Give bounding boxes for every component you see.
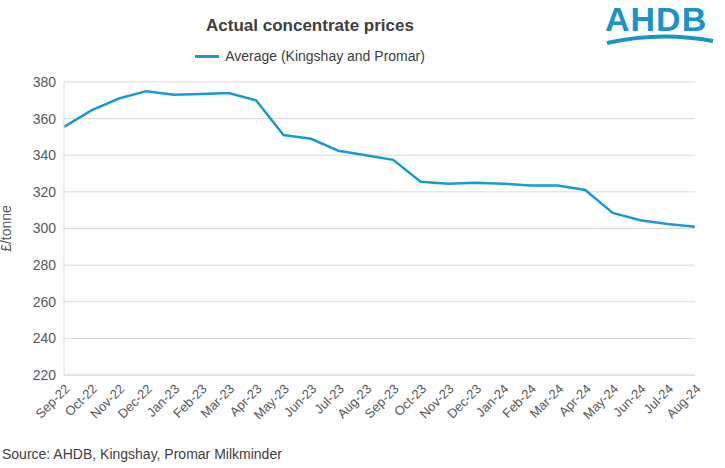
svg-text:Apr-23: Apr-23	[226, 381, 265, 420]
html-text:AHDB: AHDB	[605, 0, 708, 38]
svg-text:Oct-22: Oct-22	[61, 381, 101, 420]
html-text:Average (Kingshay and Promar): Average (Kingshay and Promar)	[225, 48, 425, 64]
svg-text:Apr-24: Apr-24	[555, 381, 594, 420]
svg-text:220: 220	[33, 367, 57, 383]
svg-text:Feb-23: Feb-23	[170, 381, 210, 421]
svg-text:380: 380	[33, 74, 57, 90]
svg-text:Nov-23: Nov-23	[416, 381, 457, 422]
svg-text:Jan-23: Jan-23	[143, 381, 183, 420]
svg-text:Dec-23: Dec-23	[443, 381, 485, 422]
svg-text:Nov-22: Nov-22	[87, 381, 128, 422]
svg-text:Sep-22: Sep-22	[32, 381, 72, 421]
html-text:Source: AHDB, Kingshay, Promar: Source: AHDB, Kingshay, Promar Milkminde…	[2, 446, 282, 462]
svg-text:Jun-24: Jun-24	[610, 381, 649, 420]
svg-text:300: 300	[33, 220, 57, 236]
svg-text:260: 260	[33, 294, 57, 310]
svg-text:340: 340	[33, 147, 57, 163]
svg-text:360: 360	[33, 111, 57, 127]
svg-text:Oct-23: Oct-23	[391, 381, 430, 420]
svg-text:May-24: May-24	[580, 381, 621, 422]
svg-text:Dec-22: Dec-22	[114, 381, 155, 422]
html-text:Actual concentrate prices: Actual concentrate prices	[206, 16, 414, 35]
svg-text:Jul-24: Jul-24	[640, 381, 677, 417]
svg-text:Feb-24: Feb-24	[499, 381, 539, 421]
svg-text:240: 240	[33, 330, 57, 346]
svg-text:Jun-23: Jun-23	[281, 381, 320, 420]
svg-text:Jan-24: Jan-24	[472, 381, 512, 420]
svg-text:Aug-24: Aug-24	[663, 381, 703, 421]
svg-text:£/tonne: £/tonne	[8, 205, 14, 252]
svg-text:280: 280	[33, 257, 57, 273]
svg-text:May-23: May-23	[251, 381, 292, 422]
svg-text:320: 320	[33, 184, 57, 200]
svg-text:Mar-23: Mar-23	[197, 381, 238, 421]
svg-text:Mar-24: Mar-24	[526, 381, 567, 421]
svg-text:Sep-23: Sep-23	[362, 381, 402, 421]
svg-text:Jul-23: Jul-23	[311, 381, 347, 417]
svg-text:Aug-23: Aug-23	[334, 381, 375, 422]
